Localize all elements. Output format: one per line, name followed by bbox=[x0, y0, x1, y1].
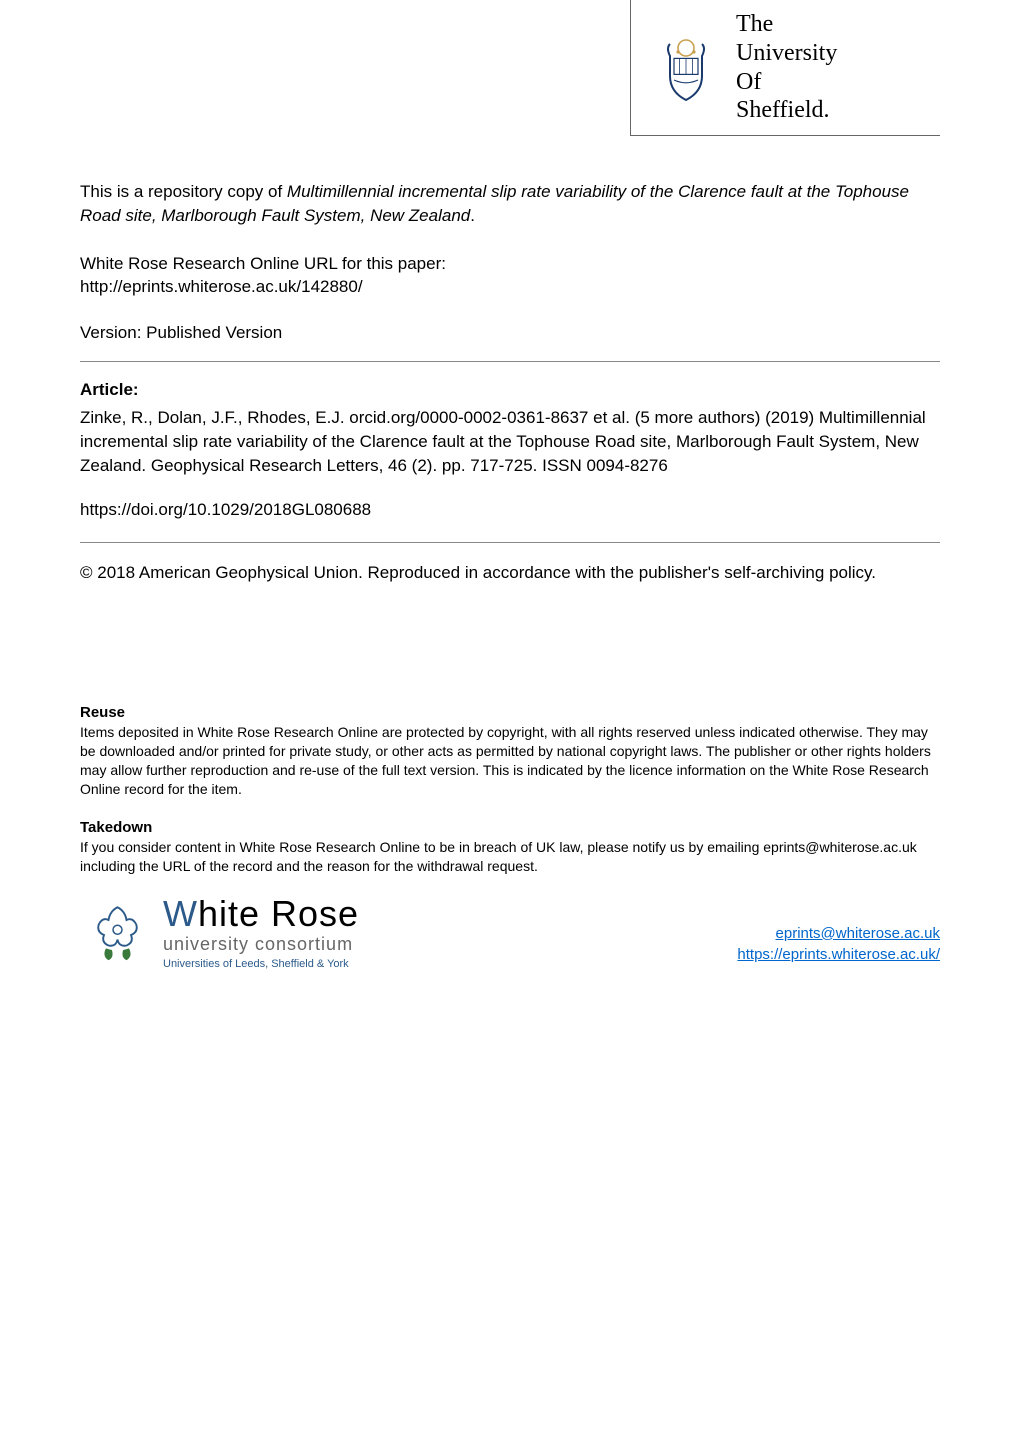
university-crest-icon bbox=[646, 28, 726, 108]
article-heading: Article: bbox=[80, 380, 940, 400]
white-rose-icon bbox=[80, 896, 155, 971]
url-value: http://eprints.whiterose.ac.uk/142880/ bbox=[80, 275, 940, 299]
white-rose-subtitle: university consortium bbox=[163, 934, 359, 955]
white-rose-universities: Universities of Leeds, Sheffield & York bbox=[163, 958, 359, 970]
reuse-heading: Reuse bbox=[80, 704, 940, 721]
university-name-line: Sheffield. bbox=[736, 96, 837, 125]
url-label: White Rose Research Online URL for this … bbox=[80, 252, 940, 276]
white-rose-title-w: W bbox=[163, 893, 198, 934]
university-logo-block: The University Of Sheffield. bbox=[630, 0, 940, 136]
university-name-line: Of bbox=[736, 68, 837, 97]
footer-site-link[interactable]: https://eprints.whiterose.ac.uk/ bbox=[737, 946, 940, 963]
main-content: This is a repository copy of Multimillen… bbox=[80, 180, 940, 971]
copyright-text: © 2018 American Geophysical Union. Repro… bbox=[80, 561, 940, 585]
reuse-text: Items deposited in White Rose Research O… bbox=[80, 723, 940, 799]
footer-email-link[interactable]: eprints@whiterose.ac.uk bbox=[776, 925, 940, 942]
divider bbox=[80, 542, 940, 543]
white-rose-logo: White Rose university consortium Univers… bbox=[80, 896, 359, 971]
version-text: Version: Published Version bbox=[80, 323, 940, 343]
repo-suffix: . bbox=[470, 206, 475, 225]
article-doi: https://doi.org/10.1029/2018GL080688 bbox=[80, 500, 940, 520]
white-rose-text: White Rose university consortium Univers… bbox=[163, 896, 359, 970]
takedown-text: If you consider content in White Rose Re… bbox=[80, 838, 940, 876]
article-citation: Zinke, R., Dolan, J.F., Rhodes, E.J. orc… bbox=[80, 406, 940, 477]
repository-statement: This is a repository copy of Multimillen… bbox=[80, 180, 940, 228]
repository-cover-page: The University Of Sheffield. This is a r… bbox=[0, 0, 1020, 1443]
footer: White Rose university consortium Univers… bbox=[80, 896, 940, 971]
divider bbox=[80, 361, 940, 362]
university-name: The University Of Sheffield. bbox=[736, 10, 837, 125]
white-rose-title-rest: hite Rose bbox=[198, 893, 359, 934]
university-name-line: University bbox=[736, 39, 837, 68]
white-rose-title: White Rose bbox=[163, 896, 359, 932]
university-name-line: The bbox=[736, 10, 837, 39]
footer-links: eprints@whiterose.ac.uk https://eprints.… bbox=[737, 923, 940, 971]
takedown-heading: Takedown bbox=[80, 819, 940, 836]
repo-prefix: This is a repository copy of bbox=[80, 182, 287, 201]
